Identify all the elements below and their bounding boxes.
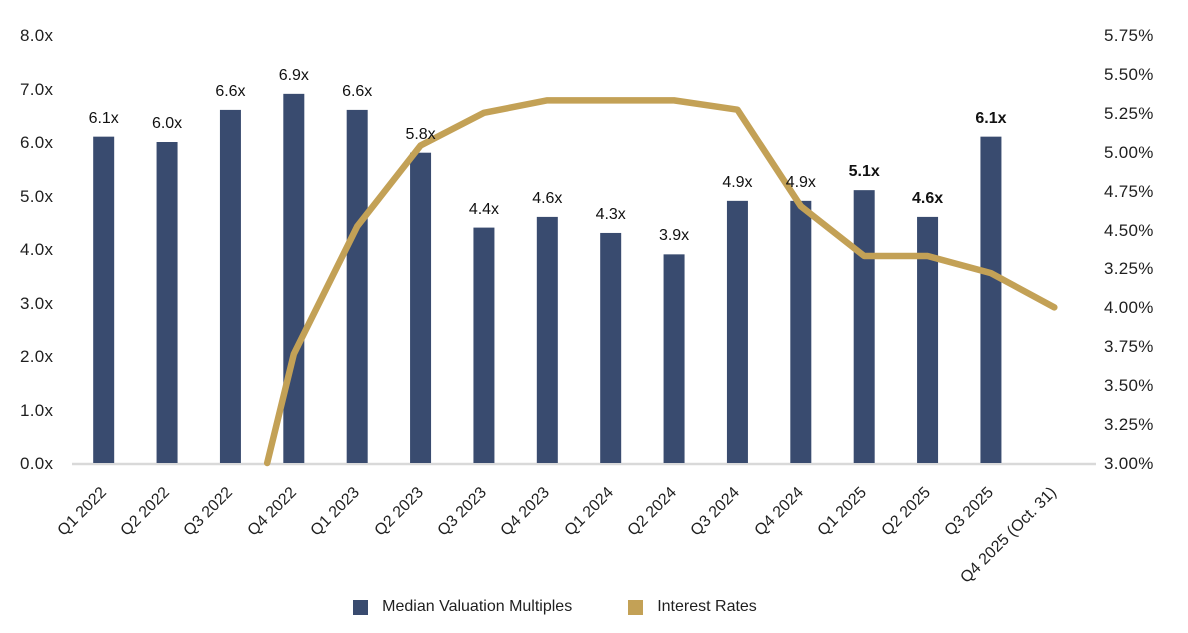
bar-value-label: 5.1x bbox=[848, 163, 880, 181]
bar-value-label: 6.9x bbox=[278, 66, 309, 84]
left-axis-tick: 8.0x bbox=[20, 26, 54, 45]
bar-q3-2024 bbox=[726, 200, 748, 463]
interest-rate-line bbox=[263, 97, 1058, 467]
right-axis-tick: 4.50% bbox=[1104, 220, 1154, 240]
legend-label-valuation-multiples: Median Valuation Multiples bbox=[382, 598, 573, 615]
bar-q3-2022 bbox=[219, 109, 241, 464]
bar-q2-2022 bbox=[156, 142, 178, 463]
bar-value-label: 6.1x bbox=[88, 109, 119, 127]
bar-value-label: 3.9x bbox=[658, 227, 690, 245]
valuation-multiples-swatch bbox=[353, 599, 369, 615]
bar-value-label: 4.9x bbox=[785, 173, 816, 191]
bar-q4-2022 bbox=[283, 93, 305, 463]
right-axis-tick: 5.00% bbox=[1104, 142, 1154, 162]
bar-value-label: 4.4x bbox=[468, 200, 500, 218]
bar-q3-2025 bbox=[980, 136, 1002, 463]
right-axis-tick: 5.50% bbox=[1104, 64, 1154, 84]
left-axis-tick: 1.0x bbox=[20, 400, 54, 420]
left-axis-tick: 5.0x bbox=[20, 186, 54, 206]
bar-value-label: 4.6x bbox=[532, 189, 563, 207]
left-axis-tick: 2.0x bbox=[20, 347, 54, 366]
left-axis-tick: 4.0x bbox=[20, 240, 54, 259]
bar-value-label: 6.1x bbox=[975, 109, 1007, 127]
bar-value-label: 5.8x bbox=[405, 125, 436, 143]
bar-value-label: 6.6x bbox=[342, 82, 373, 100]
bar-q4-2023 bbox=[536, 216, 558, 463]
bar-q1-2022 bbox=[93, 136, 115, 463]
right-axis-tick: 5.75% bbox=[1104, 26, 1154, 45]
bar-value-label: 4.9x bbox=[722, 173, 753, 191]
bar-q1-2025 bbox=[853, 190, 875, 463]
bar-q3-2023 bbox=[473, 227, 495, 463]
left-axis-tick: 3.0x bbox=[20, 293, 54, 313]
right-axis-tick: 4.00% bbox=[1104, 298, 1154, 318]
interest-rates-swatch bbox=[628, 599, 644, 615]
legend-item-interest-rates: Interest Rates bbox=[628, 598, 757, 616]
bar-q1-2023 bbox=[346, 109, 368, 464]
right-axis-tick: 3.25% bbox=[1104, 259, 1154, 279]
right-axis-tick: 3.25% bbox=[1104, 415, 1154, 435]
legend-label-interest-rates: Interest Rates bbox=[657, 598, 757, 615]
bar-value-label: 6.6x bbox=[215, 82, 246, 100]
left-axis-tick: 7.0x bbox=[20, 79, 54, 99]
right-axis-tick: 3.75% bbox=[1104, 337, 1154, 357]
bar-q2-2023 bbox=[410, 152, 432, 463]
right-axis-tick: 3.00% bbox=[1104, 454, 1154, 473]
left-axis-tick: 6.0x bbox=[20, 133, 54, 152]
bar-q1-2024 bbox=[600, 232, 622, 463]
bar-q4-2024 bbox=[790, 200, 812, 463]
right-axis-tick: 5.25% bbox=[1104, 103, 1154, 123]
bar-q2-2024 bbox=[663, 254, 685, 463]
right-axis-tick: 4.75% bbox=[1104, 181, 1154, 201]
legend-item-valuation-multiples: Median Valuation Multiples bbox=[353, 598, 572, 616]
left-axis-tick: 0.0x bbox=[20, 454, 54, 473]
bar-value-label: 6.0x bbox=[151, 115, 183, 132]
right-axis-tick: 3.50% bbox=[1104, 376, 1154, 396]
bar-value-label: 4.3x bbox=[595, 205, 626, 223]
legend: Median Valuation Multiples Interest Rate… bbox=[0, 598, 1110, 616]
bar-value-label: 4.6x bbox=[911, 189, 944, 207]
bar-q2-2025 bbox=[917, 216, 939, 463]
